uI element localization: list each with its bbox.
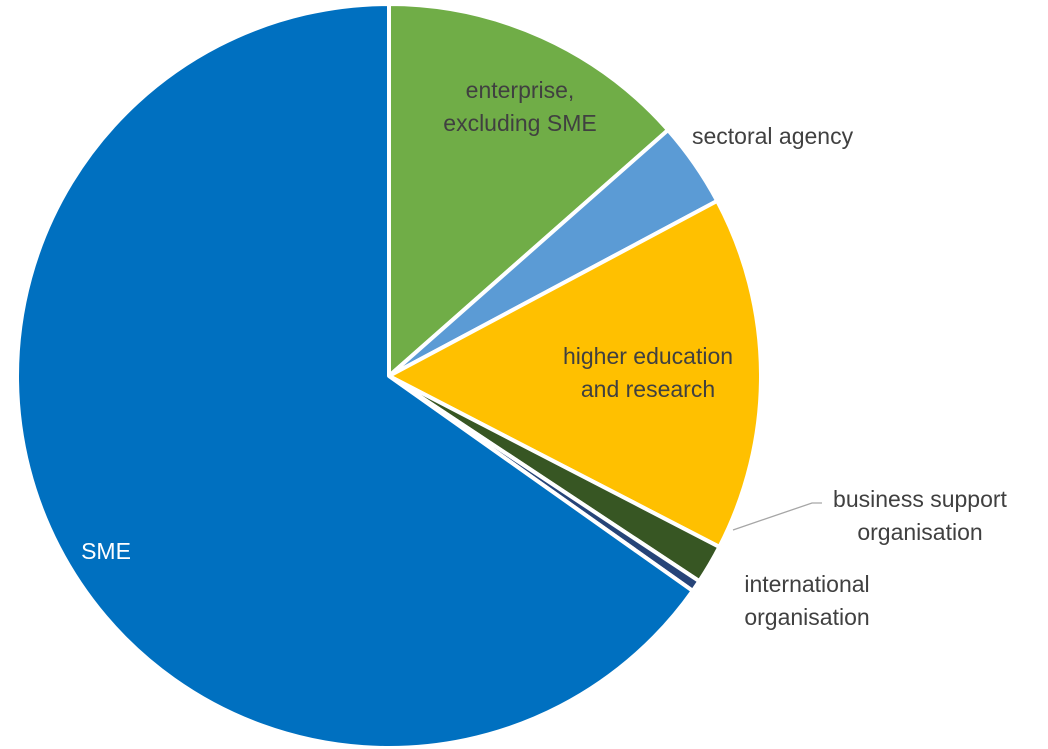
pie-slice-higher-education-and-research[interactable] bbox=[387, 198, 763, 549]
slice-label-higher-education-and-research: higher education and research bbox=[563, 343, 733, 402]
slice-label-line: organisation bbox=[744, 604, 869, 630]
slice-labels: enterprise, excluding SME sectoral agency h… bbox=[81, 77, 1007, 630]
pie-slice-enterprise-excluding-sme[interactable] bbox=[387, 2, 671, 378]
slice-label-line: higher education bbox=[563, 343, 733, 369]
leader-lines bbox=[732, 502, 822, 531]
slice-label-line: sectoral agency bbox=[692, 123, 854, 149]
slice-label-international-organisation: international organisation bbox=[744, 571, 869, 630]
slice-label-line: SME bbox=[81, 538, 131, 564]
slice-label-sme: SME bbox=[81, 538, 131, 564]
slice-label-line: international bbox=[744, 571, 869, 597]
slice-label-line: and research bbox=[581, 376, 715, 402]
slice-label-line: enterprise, bbox=[466, 77, 575, 103]
slice-label-line: organisation bbox=[857, 519, 982, 545]
pie-slices bbox=[15, 2, 763, 749]
leader-line-business-support-organisation bbox=[732, 502, 822, 531]
slice-label-business-support-organisation: business support organisation bbox=[833, 486, 1007, 545]
pie-slice-sme[interactable] bbox=[15, 2, 695, 749]
slice-label-enterprise-excluding-sme: enterprise, excluding SME bbox=[443, 77, 596, 136]
slice-label-line: business support bbox=[833, 486, 1007, 512]
slice-label-line: excluding SME bbox=[443, 110, 596, 136]
slice-label-sectoral-agency: sectoral agency bbox=[692, 123, 854, 149]
